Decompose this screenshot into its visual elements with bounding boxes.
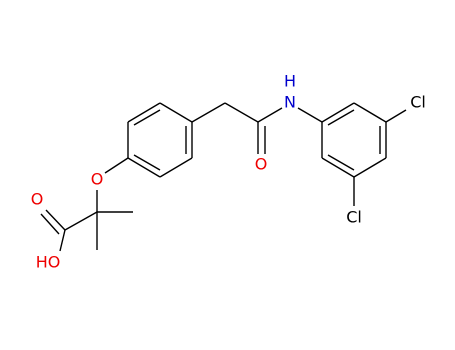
bond (297, 107, 323, 123)
bond (159, 157, 193, 178)
bond (353, 102, 387, 123)
bond (104, 157, 129, 174)
bond (133, 154, 161, 171)
bond (159, 102, 193, 123)
atom-label: O (91, 170, 104, 189)
atom-label: HO (36, 253, 61, 272)
bond (385, 109, 407, 123)
bond (64, 211, 98, 231)
atom-label: N (284, 93, 296, 112)
bond (133, 109, 161, 126)
bond (127, 157, 161, 178)
atom-label: O (31, 190, 44, 209)
bond (257, 107, 283, 123)
atom-label: Cl (346, 208, 362, 227)
bond (321, 157, 355, 178)
bond (59, 229, 66, 252)
bond (353, 157, 387, 178)
bond (127, 102, 161, 123)
atom-label: H (284, 72, 296, 91)
bond (327, 154, 355, 171)
bond (327, 109, 355, 126)
bond (191, 102, 226, 123)
bond (40, 213, 60, 235)
bonds (40, 102, 407, 252)
bond (45, 209, 66, 231)
atom-label: O (255, 155, 268, 174)
bond (321, 102, 355, 123)
bond (224, 102, 259, 123)
atom-label: Cl (410, 93, 426, 112)
